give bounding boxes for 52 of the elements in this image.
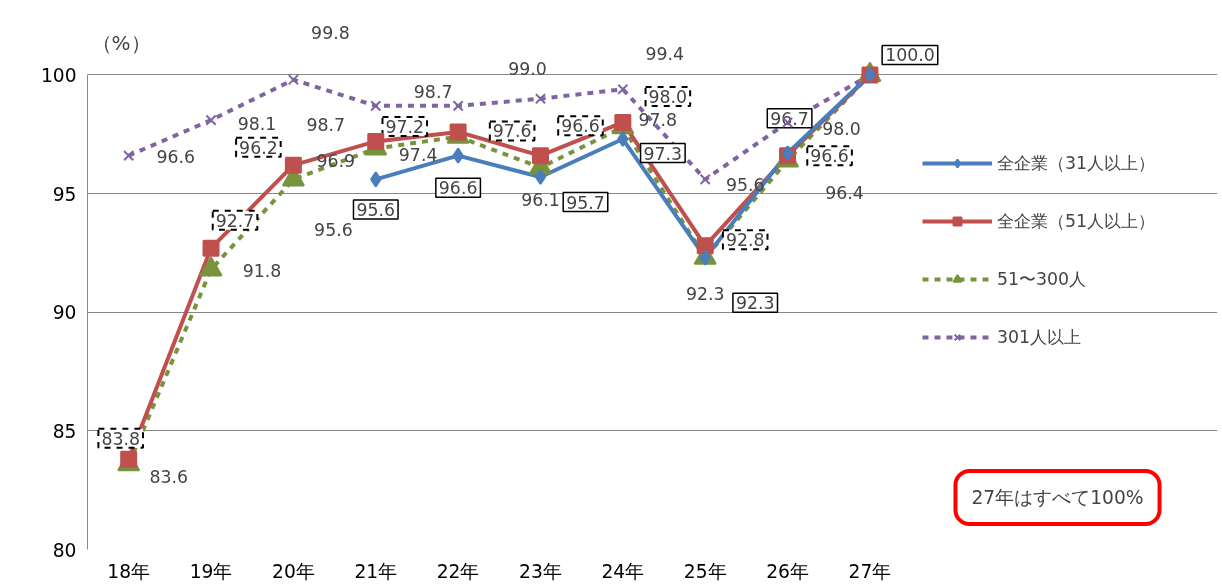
data-label: 96.1 [521,190,560,211]
data-label: 83.6 [149,466,188,487]
y-tick-label: 95 [52,183,77,205]
legend-label: 全企業（51人以上） [997,210,1156,233]
data-label: 98.7 [413,82,453,103]
data-label: 97.2 [385,116,425,137]
data-label: 98.1 [237,113,277,134]
x-tick-label: 26年 [766,560,809,582]
data-label: 96.6 [438,178,478,199]
data-label: 98.7 [306,115,346,136]
x-tick-label: 20年 [272,560,315,582]
y-tick-label: 85 [52,420,77,442]
y-tick-label: 90 [52,302,77,324]
data-label: 95.6 [314,219,353,240]
data-label: 97.4 [398,145,438,166]
x-tick-label: 27年 [848,560,892,582]
legend-label: 全企業（31人以上） [997,152,1156,175]
x-tick-label: 22年 [436,560,480,582]
legend-label: 51〜300人 [997,268,1087,291]
x-tick-label: 23年 [519,560,562,582]
data-label: 98.0 [648,86,688,107]
data-label: 98.0 [822,118,861,139]
y-axis-title: （%） [91,31,151,55]
data-label: 95.7 [566,192,605,213]
data-label: 96.6 [810,146,849,167]
text: 27年はすべて100% [971,487,1144,508]
data-label: 92.8 [725,230,765,251]
data-label: 97.8 [638,109,678,130]
data-label: 92.3 [735,293,775,314]
data-label: 100.0 [885,45,935,66]
legend-label: 301人以上 [997,326,1082,349]
data-label: 83.8 [101,428,140,449]
data-label: 96.2 [239,137,278,158]
x-tick-label: 25年 [683,560,727,582]
x-tick-label: 21年 [354,560,398,582]
data-label: 99.4 [645,43,685,64]
data-label: 99.8 [311,23,350,44]
data-label: 99.0 [508,59,547,80]
x-tick-label: 18年 [107,560,151,582]
data-label: 96.7 [770,108,809,129]
data-label: 92.7 [215,210,255,231]
data-label: 96.6 [561,116,600,137]
data-label: 92.3 [685,284,725,305]
data-label: 97.3 [643,143,683,164]
data-label: 91.8 [242,261,282,282]
x-tick-label: 19年 [189,560,233,582]
data-label: 97.6 [492,121,532,142]
data-label: 95.6 [356,199,396,220]
y-tick-label: 80 [52,539,77,561]
y-tick-label: 100 [40,65,77,86]
x-tick-label: 24年 [601,560,645,582]
data-label: 96.6 [156,147,195,168]
